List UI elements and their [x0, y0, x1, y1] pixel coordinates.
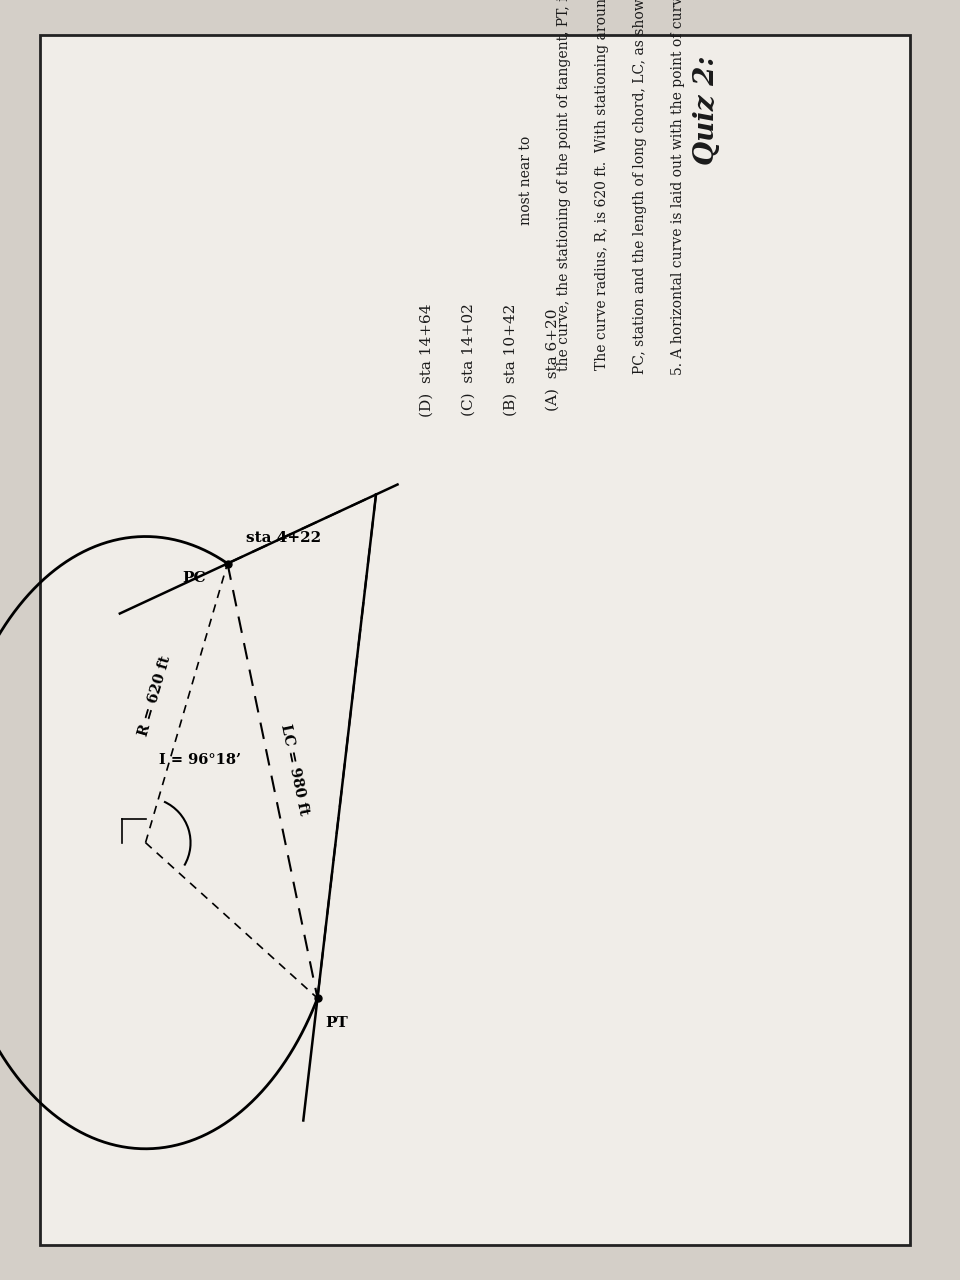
Text: (B)  sta 10+42: (B) sta 10+42	[504, 303, 518, 416]
Text: Quiz 2:: Quiz 2:	[693, 55, 720, 165]
Text: most near to: most near to	[519, 136, 533, 224]
Text: R = 620 ft: R = 620 ft	[136, 654, 173, 739]
Text: sta 4+22: sta 4+22	[246, 531, 321, 545]
Text: PC: PC	[181, 571, 205, 585]
Text: The curve radius, R, is 620 ft.  With stationing around: The curve radius, R, is 620 ft. With sta…	[595, 0, 609, 370]
Text: (C)  sta 14+02: (C) sta 14+02	[462, 303, 476, 416]
Text: the curve, the stationing of the point of tangent, PT, is: the curve, the stationing of the point o…	[557, 0, 571, 371]
Text: PC, station and the length of long chord, LC, as shown.: PC, station and the length of long chord…	[633, 0, 647, 375]
Text: PT: PT	[325, 1016, 348, 1030]
Text: 5. A horizontal curve is laid out with the point of curve,: 5. A horizontal curve is laid out with t…	[671, 0, 685, 375]
Text: I = 96°18’: I = 96°18’	[159, 753, 241, 767]
Text: LC = 980 ft: LC = 980 ft	[278, 723, 311, 817]
Text: (A)  sta 6+20: (A) sta 6+20	[546, 308, 560, 411]
Text: (D)  sta 14+64: (D) sta 14+64	[420, 303, 434, 417]
